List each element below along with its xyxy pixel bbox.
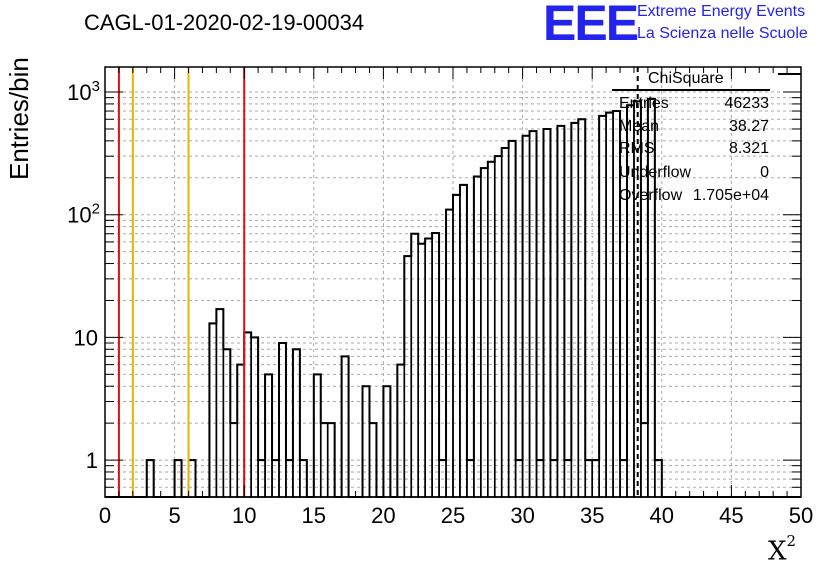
y-axis-label: Entries/bin: [4, 57, 34, 180]
histogram-bar: [521, 134, 531, 498]
stats-overflow-value: 1.705e+04: [692, 187, 769, 204]
stats-entries-label: Entries: [619, 95, 669, 112]
histogram-bar: [452, 194, 461, 498]
logo-line-2: La Scienza nelle Scuole: [637, 25, 808, 42]
x-tick-label: 5: [168, 503, 180, 528]
histogram-bar: [528, 130, 538, 498]
y-tick-label: 103: [67, 78, 100, 105]
histogram-bar: [278, 342, 287, 498]
stats-underflow-value: 0: [760, 164, 769, 181]
histogram-bar: [410, 232, 419, 498]
histogram-bar: [340, 355, 350, 498]
stats-name: ChiSquare: [648, 70, 724, 87]
eee-logo: EEE: [543, 0, 639, 51]
stats-mean-label: Mean: [619, 118, 660, 135]
x-tick-label: 50: [789, 503, 813, 528]
histogram-bar: [403, 255, 413, 498]
x-tick-label: 35: [580, 503, 604, 528]
histogram-bar: [542, 128, 552, 498]
histogram-bar: [493, 155, 503, 498]
histogram-bar: [486, 160, 496, 498]
x-tick-label: 45: [719, 503, 743, 528]
histogram-bar: [507, 140, 517, 498]
histogram-bar: [473, 175, 482, 498]
stats-rms-value: 8.321: [728, 140, 769, 157]
x-tick-label: 0: [99, 503, 111, 528]
histogram-bar: [500, 147, 510, 498]
y-tick-label: 1: [86, 448, 98, 473]
chart-title: CAGL-01-2020-02-19-00034: [84, 10, 365, 35]
histogram-bar: [459, 184, 468, 498]
stats-entries-value: 46233: [724, 95, 770, 112]
histogram-bar: [570, 122, 580, 498]
x-axis-label-sup: 2: [786, 532, 797, 550]
x-axis-label-base: X: [768, 536, 787, 567]
stats-overflow-label: Overflow: [619, 187, 683, 204]
x-tick-label: 20: [371, 503, 395, 528]
logo-line-1: Extreme Energy Events: [637, 3, 806, 20]
histogram-bar: [577, 118, 587, 498]
histogram-bar: [361, 385, 371, 498]
histogram-bar: [417, 242, 426, 498]
histogram-bar: [236, 363, 246, 498]
stats-mean-value: 38.27: [728, 118, 769, 135]
histogram-bar: [605, 111, 614, 498]
histogram-bar: [424, 237, 433, 498]
x-axis-label: X2: [768, 532, 796, 567]
histogram-bar: [647, 98, 656, 498]
x-tick-label: 15: [302, 503, 326, 528]
x-tick-label: 25: [441, 503, 465, 528]
stats-underflow-label: Underflow: [619, 164, 692, 181]
histogram-bar: [382, 385, 392, 498]
x-tick-label: 40: [650, 503, 674, 528]
histogram-bar: [445, 208, 454, 498]
stats-rms-label: RMS: [619, 140, 655, 157]
histogram-bar: [250, 336, 259, 498]
y-tick-label: 10: [74, 325, 98, 350]
y-tick-label: 102: [67, 201, 100, 228]
x-tick-label: 30: [510, 503, 534, 528]
histogram-bar: [480, 167, 489, 498]
histogram-bar: [556, 125, 566, 498]
histogram-bar: [598, 115, 607, 498]
histogram-bar: [396, 363, 406, 498]
x-tick-label: 10: [232, 503, 256, 528]
